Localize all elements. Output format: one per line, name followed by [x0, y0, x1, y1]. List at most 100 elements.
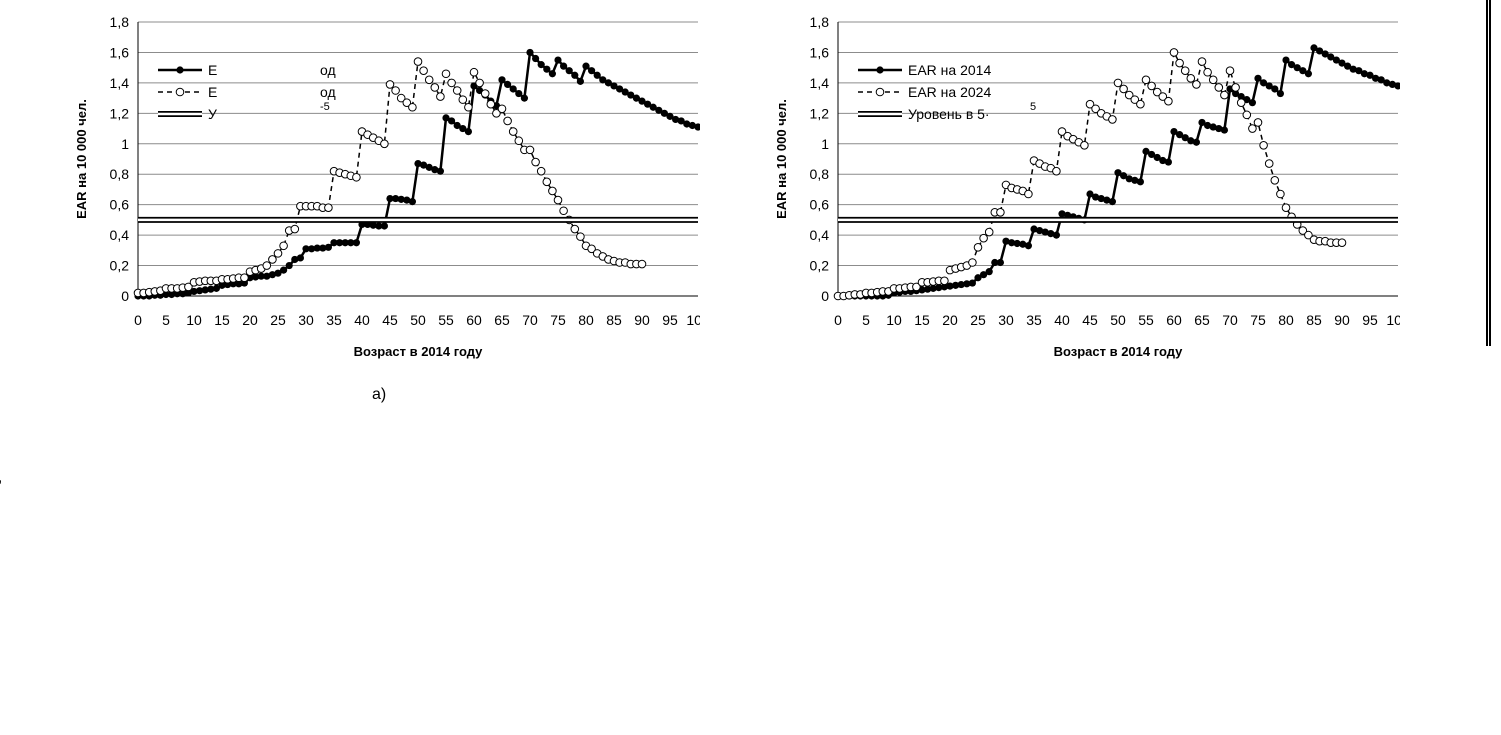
chart-a-xtick-label: 5	[162, 312, 170, 328]
chart-a-xtick-label: 100	[686, 312, 700, 328]
chart-a-series-2-point	[514, 136, 524, 146]
chart-b-series-1-point	[1332, 56, 1340, 64]
chart-a-series-2-point	[480, 89, 490, 98]
chart-a-series-2-point	[492, 109, 501, 118]
chart-b-series-2-point	[1270, 176, 1280, 185]
chart-a-ytick-label: 0,4	[110, 227, 130, 243]
chart-a-series-1-point	[168, 290, 176, 299]
chart-b-ytick-label: 0,6	[810, 197, 830, 213]
chart-b-series-1-point	[1349, 65, 1357, 73]
chart-a-series-2-point	[531, 157, 540, 167]
chart-b-xtick-label: 5	[862, 312, 870, 328]
chart-a-series-1-point	[347, 239, 355, 247]
chart-a-series-1-point	[560, 62, 568, 70]
chart-a-xtick-label: 20	[242, 312, 258, 328]
chart-a: 0 0,2 0,4 0,6 0,8 1 1,2 1,4 1,6 1,8 0 5 10 15 20 25 30 35…	[0, 0, 710, 360]
chart-a-series-2-point	[240, 273, 249, 283]
chart-a-series-2-point	[324, 203, 333, 213]
chart-b-series-1-point	[1271, 85, 1279, 93]
chart-b-series-2-point	[1108, 115, 1117, 124]
chart-b-ytick-label: 0,4	[810, 227, 830, 243]
chart-b-xtick-label: 40	[1054, 312, 1070, 328]
chart-a-series-1-point	[324, 243, 332, 251]
chart-a-series-2-point	[542, 177, 552, 187]
chart-b-series-1-point	[974, 274, 982, 282]
chart-a-series-1-point	[448, 117, 456, 125]
chart-b-series-1-point	[1299, 67, 1307, 75]
chart-b-series-2-point	[1164, 96, 1173, 106]
chart-b-series-2-point	[979, 233, 988, 243]
chart-b-series-2-point	[1091, 104, 1100, 114]
chart-a-series-1-point	[582, 62, 590, 70]
chart-b-xtick-label: 15	[914, 312, 930, 328]
chart-b-series-2-point	[1147, 81, 1156, 91]
chart-a-series-2-point	[380, 139, 389, 149]
chart-b-series-2-point	[1214, 83, 1224, 92]
chart-b-series-2-point	[940, 276, 949, 286]
chart-b-series-1-point	[1125, 175, 1133, 183]
chart-b-xtick-label: 20	[942, 312, 958, 328]
chart-b-series-1-point	[1388, 80, 1396, 89]
chart-b-ytick-label: 0,2	[810, 258, 830, 274]
chart-a-series-2-point	[408, 102, 417, 112]
chart-b-series-1-point	[1159, 156, 1167, 165]
chart-a-series-1-point	[375, 222, 383, 230]
chart-b-series-2-point	[1259, 141, 1268, 150]
chart-b-series-2-point	[1057, 127, 1067, 136]
chart-a-series-2-point	[536, 166, 546, 176]
chart-a-legend-marker	[176, 66, 184, 74]
chart-a-series-1-point	[252, 273, 260, 281]
chart-a-series-1-point	[369, 221, 377, 229]
chart-b-series-2-point	[1113, 78, 1123, 88]
chart-b-series-1-point	[991, 258, 999, 267]
chart-a-series-1-point	[218, 281, 226, 289]
chart-a-xtick-label: 70	[522, 312, 538, 328]
chart-b-series-1-point	[935, 284, 943, 292]
chart-a-series-1-point	[268, 271, 276, 279]
chart-a-series-1-point	[380, 222, 388, 230]
chart-b-series-1-point	[980, 271, 988, 279]
chart-b-series-1-point	[1282, 56, 1290, 64]
chart-b-series-2-point	[1203, 67, 1212, 77]
chart-a-series-2-point	[559, 206, 568, 216]
chart-a-series-2-point	[279, 241, 288, 251]
chart-a-series-1-point	[341, 239, 349, 247]
chart-a-xtick-label: 35	[326, 312, 342, 328]
chart-b-series-2-point	[1220, 90, 1229, 100]
chart-b-series-2-point	[1119, 84, 1128, 94]
chart-b-series-1-point	[1136, 178, 1144, 186]
chart-a-series-1-point	[610, 82, 618, 90]
chart-b-series-2-point	[1253, 118, 1263, 127]
chart-b-series-2-point	[1337, 238, 1347, 248]
chart-a-series-1-point	[352, 239, 360, 247]
chart-a-series-2-point	[469, 67, 479, 77]
chart-a-series-1-point	[431, 166, 439, 174]
chart-a-series-1-point	[554, 56, 562, 64]
chart-a-series-1-point	[184, 289, 192, 297]
chart-a-ytick-label: 1,6	[110, 44, 130, 60]
chart-b-series-2-point	[1180, 66, 1190, 76]
chart-a-series-1-point	[397, 195, 405, 203]
chart-b-series-2-point	[973, 242, 983, 252]
chart-a-series-1-point	[336, 239, 344, 247]
chart-b-xtick-label: 60	[1166, 312, 1182, 328]
chart-b-xtick-label: 35	[1026, 312, 1042, 328]
chart-b-series-2-point	[1304, 230, 1313, 240]
chart-b-series-2-point	[1248, 124, 1257, 133]
chart-b-series-1-point	[1215, 124, 1223, 133]
chart-b-series-1-point	[957, 280, 965, 289]
chart-b-legend-marker	[876, 66, 884, 74]
chart-a-series-1-point	[201, 286, 209, 294]
chart-a-series-1-point	[571, 71, 579, 79]
chart-a-series-1-point	[459, 124, 467, 133]
chart-b-xtick-label: 75	[1250, 312, 1266, 328]
chart-a-series-1-point	[179, 290, 187, 298]
chart-b-series-2-point	[1197, 57, 1207, 66]
chart-a-series-1-point	[616, 85, 624, 93]
chart-b-xtick-label: 50	[1110, 312, 1126, 328]
chart-a-series-2-point	[475, 78, 484, 88]
chart-a-series-2-point	[402, 98, 412, 107]
chart-a-xtick-label: 15	[214, 312, 230, 328]
chart-b-series-1-point	[1293, 64, 1301, 72]
chart-a-series-2-point	[464, 102, 473, 112]
